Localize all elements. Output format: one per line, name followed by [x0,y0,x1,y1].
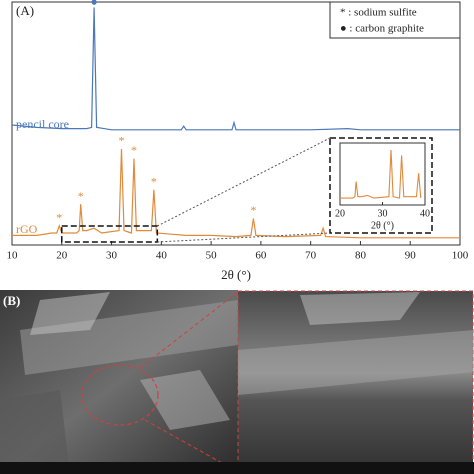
series-line [12,148,460,239]
sem-flake [30,292,110,335]
x-tick-label: 100 [452,250,469,262]
panel-label: (B) [3,293,20,308]
series-line [11,7,460,131]
x-tick-label: 10 [7,250,19,262]
x-tick-label: 90 [405,250,417,262]
x-tick-label: 20 [56,250,68,262]
sem-flake [300,292,420,325]
peak-marker: * [131,143,137,157]
x-axis-label: 2θ (°) [221,267,251,282]
sem-flake [0,390,70,474]
peak-marker: * [151,174,157,188]
sem-rod [238,330,474,395]
inset-box [329,137,433,234]
zoom-box [61,225,159,243]
inset-x-tick-label: 30 [378,208,388,219]
x-tick-label: 80 [355,250,367,262]
inset-x-label: 2θ (°) [371,220,394,231]
peak-marker: * [56,210,62,224]
inset-line [340,149,422,199]
legend-entry: ● : carbon graphite [340,23,424,35]
sem-flake [140,370,230,430]
peak-marker: * [119,134,125,148]
peak-marker: * [250,203,256,217]
zoom-connector [157,232,331,243]
zoom-ellipse [81,364,159,426]
inset-x-tick-label: 40 [420,208,430,219]
plot-frame [11,1,461,246]
zoom-line [144,419,239,473]
sem-info-bar [0,462,474,474]
series-label: rGO [16,222,38,236]
x-tick-label: 40 [156,250,168,262]
peak-marker: * [78,189,84,203]
legend-entry: * : sodium sulfite [340,7,417,19]
x-tick-label: 70 [305,250,317,262]
sem-rod [20,300,238,375]
inset-x-tick-label: 20 [335,208,345,219]
legend-box [329,1,461,39]
x-tick-label: 30 [106,250,118,262]
zoom-connector [157,137,331,227]
x-tick-label: 50 [206,250,218,262]
panel-label: (A) [16,3,34,18]
sem-images [0,290,474,474]
peak-marker: ● [91,0,98,8]
x-tick-label: 60 [255,250,267,262]
